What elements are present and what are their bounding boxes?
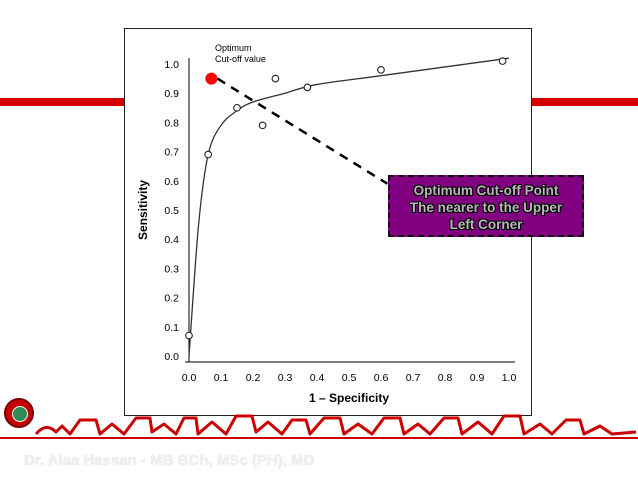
callout-line2: The nearer to the Upper [409,200,563,215]
y-tick-label: 1.0 [164,59,179,71]
x-tick-label: 0.5 [342,372,357,384]
roc-chart-svg: 0.0 0.1 0.2 0.3 0.4 0.5 0.6 0.7 0.8 0.9 1.0 0.0 0.1 0… [136,43,516,405]
x-tick-label: 0.6 [374,372,389,384]
x-tick-label: 0.8 [438,372,453,384]
roc-data-point [271,74,280,83]
roc-data-point [377,65,385,74]
footer-credit: Dr. Alaa Hassan - MB BCh, MSc (PH), MD [24,452,315,469]
ticks-layer: 0.0 0.1 0.2 0.3 0.4 0.5 0.6 0.7 0.8 0.9 1.0 0.0 0.1 0… [164,59,516,384]
roc-data-point [233,103,241,112]
y-tick-label: 0.9 [164,88,179,100]
y-tick-label: 0.1 [164,322,179,334]
red-skyline-decoration [0,414,638,439]
optimum-label-line1: Optimum [215,43,252,53]
y-tick-label: 0.2 [164,293,179,305]
x-tick-label: 1.0 [502,372,517,384]
roc-data-point [204,150,213,159]
y-tick-label: 0.7 [164,147,179,159]
axes-layer [185,58,515,363]
y-tick-label: 0.0 [164,351,179,363]
x-tick-label: 0.9 [470,372,485,384]
x-tick-label: 0.1 [214,372,229,384]
x-tick-label: 0.4 [310,372,325,384]
left-red-rule [0,98,124,106]
optimum-cutoff-point [205,72,218,85]
globe-logo-icon [4,398,34,428]
roc-curve [188,57,510,357]
callout-line3: Left Corner [449,217,523,232]
right-red-rule [530,98,638,106]
x-tick-label: 0.0 [182,372,197,384]
points-layer [185,57,507,340]
x-tick-label: 0.3 [278,372,293,384]
roc-data-point [185,331,193,340]
roc-data-point [258,121,267,130]
y-tick-label: 0.5 [164,205,179,217]
y-tick-label: 0.8 [164,117,179,129]
y-tick-label: 0.3 [164,263,179,275]
y-tick-label: 0.6 [164,176,179,188]
x-axis-label: 1 – Specificity [309,391,389,405]
optimum-callout-box: Optimum Cut-off Point The nearer to the … [388,175,584,237]
y-tick-label: 0.4 [164,234,179,246]
x-tick-label: 0.2 [246,372,261,384]
optimum-dashed-line [216,77,389,185]
x-tick-label: 0.7 [406,372,421,384]
roc-data-point [303,83,312,92]
y-axis-label: Sensitivity [136,180,150,240]
optimum-label-line2: Cut-off value [215,54,266,64]
roc-data-point [498,57,507,65]
callout-line1: Optimum Cut-off Point [413,183,559,198]
